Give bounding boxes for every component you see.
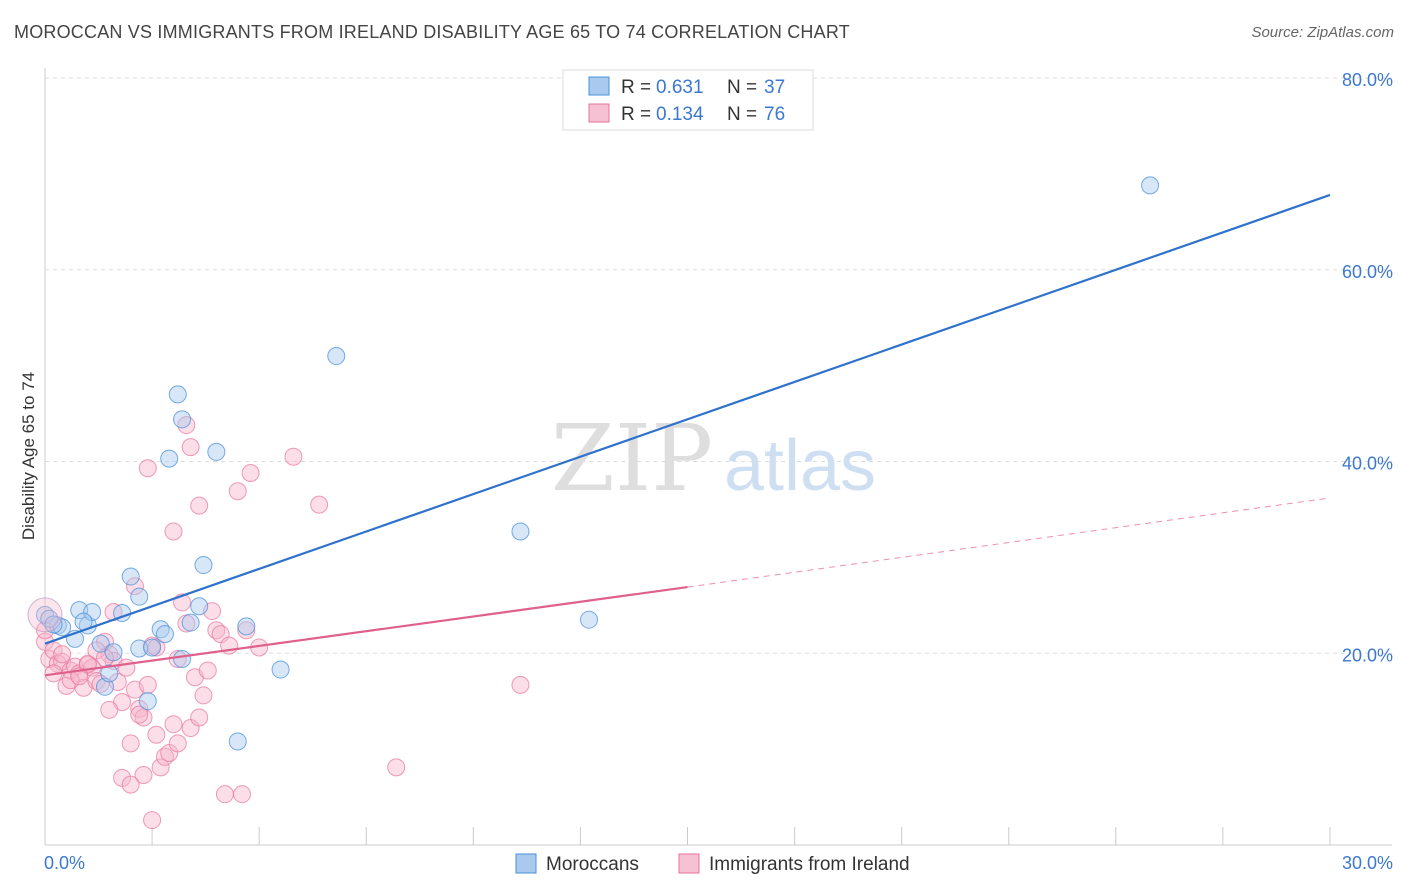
ireland-point [310,495,329,514]
ireland-point [143,811,162,830]
n-value-2: 76 [764,104,785,125]
stats-legend: R = 0.631 N = 37 R = 0.134 N = 76 [562,69,814,131]
moroccans-point [168,385,187,404]
ireland-point [168,734,187,753]
cluster-point [27,597,63,633]
y-axis-label: Disability Age 65 to 74 [19,372,38,540]
moroccans-point [143,638,162,657]
grid-layer [45,77,1392,654]
moroccans-point [579,610,598,629]
moroccans-point [190,597,209,616]
ireland-point [138,675,157,694]
moroccans-point [91,634,110,653]
ireland-point [164,522,183,541]
ireland-point [237,621,256,640]
x-tick-label: 30.0% [1342,853,1393,873]
axes: 20.0% 40.0% 60.0% 80.0% 0.0% 30.0% [44,68,1393,873]
legend-moroccans-swatch [515,853,537,874]
ireland-point [121,775,140,794]
ireland-point [181,438,200,457]
ireland-point [233,785,252,804]
r-value-1: 0.631 [656,77,704,98]
moroccans-point [327,347,346,366]
ireland-point [125,577,144,596]
moroccans-point [155,625,174,644]
moroccans-point [100,664,119,683]
watermark-atlas: atlas [724,426,876,506]
legend-ireland-swatch [678,853,700,874]
moroccans-point [511,522,530,541]
moroccans-point [160,449,179,468]
trend-lines [44,193,1331,677]
ireland-point [117,658,136,677]
moroccans-point [130,639,149,658]
ireland-trend-extension [687,497,1331,588]
ireland-point [151,758,170,777]
ireland-point [121,734,140,753]
ireland-point [194,686,213,705]
moroccans-point [173,410,192,429]
moroccans-point [237,617,256,636]
source-credit: Source: ZipAtlas.com [1251,24,1394,41]
moroccans-point [228,732,247,751]
moroccans-point [104,643,123,662]
series-legend: Moroccans Immigrants from Ireland [515,853,910,875]
moroccans-trend-line [44,193,1331,645]
y-tick-label: 60.0% [1342,262,1393,282]
ireland-swatch [588,103,610,123]
ireland-point [228,482,247,501]
moroccans-point [95,677,114,696]
data-points [27,176,1160,830]
watermark: ZIP atlas [551,405,876,512]
n-label-2: N = [727,104,757,125]
ireland-point [511,675,530,694]
moroccans-point [44,615,63,634]
ireland-trend-line [44,586,688,677]
ireland-point [164,715,183,734]
moroccans-point [138,692,157,711]
ireland-point [138,459,157,478]
moroccans-point [181,613,200,632]
legend-moroccans-label: Moroccans [546,854,639,875]
moroccans-point [194,556,213,575]
ireland-point [53,645,72,664]
r-value-2: 0.134 [656,104,704,125]
ireland-point [147,725,166,744]
ireland-point [241,464,260,483]
moroccans-point [121,567,140,586]
n-label-1: N = [727,77,757,98]
moroccans-point [207,442,226,461]
y-tick-label: 20.0% [1342,645,1393,665]
x-tick-label: 0.0% [44,853,85,873]
moroccans-swatch [588,76,610,96]
y-tick-label: 40.0% [1342,454,1393,474]
r-label-1: R = [621,77,651,98]
ireland-point [198,661,217,680]
moroccans-point [1141,176,1160,195]
ireland-point [134,766,153,785]
y-tick-label: 80.0% [1342,70,1393,90]
ireland-point [100,700,119,719]
ireland-point [190,496,209,515]
moroccans-point [173,650,192,669]
ireland-point [190,708,209,727]
r-label-2: R = [621,104,651,125]
ireland-point [130,705,149,724]
moroccans-point [271,660,290,679]
ireland-point [284,447,303,466]
legend-ireland-label: Immigrants from Ireland [709,854,910,875]
chart-title: MOROCCAN VS IMMIGRANTS FROM IRELAND DISA… [14,22,850,42]
ireland-point [387,758,406,777]
ireland-point [215,785,234,804]
n-value-1: 37 [764,77,785,98]
moroccans-point [130,587,149,606]
